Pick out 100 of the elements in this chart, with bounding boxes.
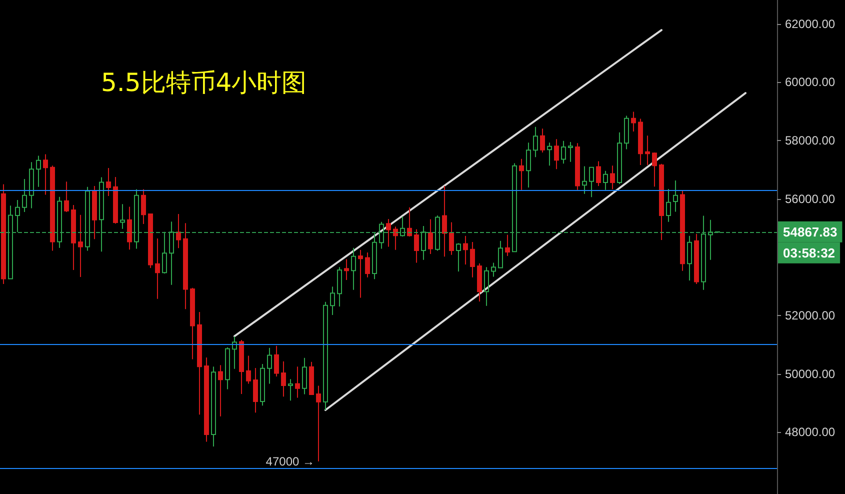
y-tick-label: 52000.00 xyxy=(785,308,836,323)
candlestick xyxy=(428,218,433,254)
candlestick xyxy=(50,165,55,252)
candlestick xyxy=(155,238,160,300)
candlestick xyxy=(337,266,342,307)
candlestick xyxy=(43,154,48,196)
y-tick-label: 60000.00 xyxy=(785,75,836,90)
candlestick xyxy=(281,360,286,398)
candlestick xyxy=(659,163,664,240)
candlestick xyxy=(484,266,489,306)
candlestick xyxy=(15,200,20,233)
candlestick xyxy=(568,142,573,162)
candlestick xyxy=(449,222,454,256)
candlestick xyxy=(512,162,517,252)
candlestick xyxy=(288,378,293,402)
candlestick xyxy=(610,165,615,190)
candlestick xyxy=(260,363,265,406)
candlestick xyxy=(701,215,706,290)
candlestick xyxy=(687,235,692,282)
candlestick xyxy=(358,249,363,298)
candlestick xyxy=(57,196,62,248)
candlestick xyxy=(239,340,244,394)
candlestick xyxy=(190,287,195,360)
candlestick xyxy=(29,162,34,209)
candlestick xyxy=(638,118,643,166)
candlestick xyxy=(295,366,300,398)
candlestick xyxy=(141,188,146,224)
candlestick xyxy=(477,262,482,302)
candlestick xyxy=(78,214,83,278)
candlestick xyxy=(253,368,258,414)
candlestick xyxy=(631,111,636,132)
candlestick xyxy=(407,206,412,237)
y-tick-label: 62000.00 xyxy=(785,16,836,31)
candlestick xyxy=(554,138,559,170)
candlestick xyxy=(365,252,370,278)
candlestick xyxy=(316,385,321,462)
candlestick xyxy=(183,222,188,310)
candlestick xyxy=(71,204,76,271)
candlestick xyxy=(225,346,230,390)
y-tick-label: 56000.00 xyxy=(785,192,836,206)
candlestick xyxy=(344,258,349,280)
candlestick xyxy=(330,286,335,316)
candlestick xyxy=(673,180,678,212)
candlestick xyxy=(211,366,216,447)
candlestick xyxy=(148,212,153,268)
candlestick xyxy=(694,233,699,285)
candlestick xyxy=(309,361,314,396)
candlestick xyxy=(491,262,496,278)
candlestick xyxy=(463,235,468,265)
candlestick xyxy=(204,357,209,442)
candlestick xyxy=(372,232,377,280)
candlestick xyxy=(575,142,580,190)
candlestick xyxy=(561,140,566,164)
candlestick xyxy=(435,215,440,252)
candlestick xyxy=(505,234,510,257)
candlestick xyxy=(127,206,132,250)
text: 03:58:32 xyxy=(783,245,836,260)
candlestick xyxy=(666,188,671,222)
candlestick xyxy=(547,142,552,166)
candlestick xyxy=(589,166,594,198)
candlestick xyxy=(120,204,125,230)
candlestick xyxy=(232,336,237,370)
candlestick xyxy=(582,166,587,194)
candlestick xyxy=(85,186,90,252)
candlestick xyxy=(652,152,657,188)
candlestick xyxy=(92,186,97,240)
candlestick xyxy=(624,115,629,150)
annotation: 47000 → xyxy=(266,454,314,468)
candlestick xyxy=(134,188,139,250)
candlestick xyxy=(498,240,503,269)
ref-line-label: 54867.83 xyxy=(783,224,838,240)
candlestick xyxy=(246,355,251,384)
candlestick xyxy=(400,216,405,237)
candlestick xyxy=(442,186,447,258)
candlestick xyxy=(274,345,279,377)
candlestick xyxy=(106,167,111,196)
y-tick-label: 58000.00 xyxy=(785,134,836,148)
candlestick xyxy=(8,205,13,280)
candlestick xyxy=(36,155,41,188)
candlestick xyxy=(379,221,384,250)
candlestick xyxy=(470,242,475,278)
candlestick xyxy=(617,132,622,185)
candlestick xyxy=(267,347,272,384)
candlestick xyxy=(456,242,461,272)
candlestick xyxy=(351,247,356,290)
candlestick xyxy=(99,176,104,252)
candlestick xyxy=(197,312,202,416)
candlestick xyxy=(323,301,328,411)
candlestick xyxy=(603,170,608,190)
candlestick xyxy=(533,126,538,158)
candlestick xyxy=(421,226,426,260)
text: 5.5比特币4小时图 xyxy=(101,68,307,97)
candlestick xyxy=(386,218,391,248)
candlestick xyxy=(176,214,181,249)
candlestick xyxy=(113,176,118,224)
candlestick xyxy=(540,128,545,154)
candlestick xyxy=(64,181,69,213)
candlestick xyxy=(162,231,167,274)
candlestick xyxy=(414,228,419,264)
candlestick xyxy=(1,184,6,285)
